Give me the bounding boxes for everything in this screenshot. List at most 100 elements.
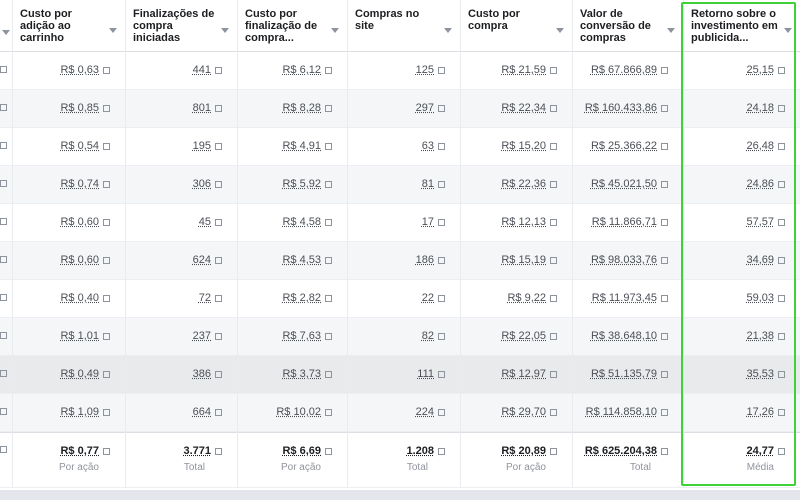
cell-value[interactable]: 72	[198, 292, 211, 304]
breakdown-icon[interactable]	[103, 371, 110, 378]
breakdown-icon[interactable]	[438, 143, 445, 150]
breakdown-icon[interactable]	[215, 409, 222, 416]
breakdown-icon[interactable]	[325, 295, 332, 302]
sort-arrow[interactable]	[2, 30, 10, 35]
breakdown-icon[interactable]	[778, 257, 785, 264]
cell-value[interactable]: R$ 0,54	[60, 140, 99, 152]
cell-value[interactable]: 306	[192, 178, 211, 190]
breakdown-icon[interactable]	[103, 295, 110, 302]
breakdown-icon[interactable]	[550, 448, 557, 455]
cell-value[interactable]: 17,26	[746, 406, 774, 418]
breakdown-icon[interactable]	[661, 105, 668, 112]
cell-value[interactable]: 24,18	[746, 102, 774, 114]
cell-value[interactable]: R$ 3,73	[282, 368, 321, 380]
cell-value[interactable]: R$ 9,22	[507, 292, 546, 304]
sort-arrow[interactable]	[784, 28, 792, 33]
breakdown-icon[interactable]	[103, 181, 110, 188]
breakdown-icon[interactable]	[215, 67, 222, 74]
breakdown-icon[interactable]	[325, 219, 332, 226]
cell-value[interactable]: 664	[192, 406, 211, 418]
cell-value[interactable]: R$ 0,74	[60, 178, 99, 190]
breakdown-icon[interactable]	[661, 181, 668, 188]
breakdown-icon[interactable]	[325, 371, 332, 378]
cell-value[interactable]: R$ 12,13	[501, 216, 546, 228]
breakdown-icon[interactable]	[438, 371, 445, 378]
breakdown-icon[interactable]	[550, 143, 557, 150]
column-header[interactable]: Custo por adição ao carrinho	[20, 8, 72, 44]
cell-value[interactable]: R$ 4,91	[282, 140, 321, 152]
cell-value[interactable]: R$ 22,36	[501, 178, 546, 190]
cell-value[interactable]: R$ 0,63	[60, 64, 99, 76]
breakdown-icon[interactable]	[215, 219, 222, 226]
breakdown-icon[interactable]	[215, 333, 222, 340]
cell-value[interactable]: 21,38	[746, 330, 774, 342]
sort-arrow[interactable]	[556, 28, 564, 33]
cell-value[interactable]: 186	[415, 254, 434, 266]
breakdown-icon[interactable]	[215, 181, 222, 188]
column-header[interactable]: Valor de conversão de compras	[580, 8, 651, 44]
breakdown-icon[interactable]	[661, 371, 668, 378]
cell-value[interactable]: 111	[417, 368, 434, 380]
breakdown-icon[interactable]	[438, 295, 445, 302]
breakdown-icon[interactable]	[550, 409, 557, 416]
cell-value[interactable]: R$ 1,09	[60, 406, 99, 418]
cell-value[interactable]: 297	[415, 102, 434, 114]
column-header[interactable]: Finalizações de compra iniciadas	[133, 8, 215, 44]
cell-value[interactable]: R$ 6,12	[282, 64, 321, 76]
breakdown-icon[interactable]	[550, 257, 557, 264]
breakdown-icon[interactable]	[438, 219, 445, 226]
cell-value[interactable]: R$ 0,40	[60, 292, 99, 304]
cell-value[interactable]: R$ 22,34	[501, 102, 546, 114]
cell-value[interactable]: R$ 15,20	[501, 140, 546, 152]
breakdown-icon[interactable]	[778, 448, 785, 455]
breakdown-icon[interactable]	[438, 181, 445, 188]
cell-value[interactable]: R$ 5,92	[282, 178, 321, 190]
cell-value[interactable]: R$ 114.858,10	[585, 406, 657, 418]
breakdown-icon[interactable]	[778, 219, 785, 226]
breakdown-icon[interactable]	[103, 409, 110, 416]
breakdown-icon[interactable]	[661, 448, 668, 455]
cell-value[interactable]: R$ 67.866,89	[590, 64, 657, 76]
cell-value[interactable]: R$ 29,70	[501, 406, 546, 418]
breakdown-icon[interactable]	[661, 295, 668, 302]
breakdown-icon[interactable]	[550, 295, 557, 302]
cell-value[interactable]: 195	[192, 140, 211, 152]
cell-value[interactable]: 237	[192, 330, 211, 342]
cell-value[interactable]: 57,57	[746, 216, 774, 228]
column-header[interactable]: Custo por finalização de compra...	[245, 8, 318, 44]
sort-arrow[interactable]	[221, 28, 229, 33]
cell-value[interactable]: 24,86	[746, 178, 774, 190]
cell-value[interactable]: 25,15	[746, 64, 774, 76]
breakdown-icon[interactable]	[438, 105, 445, 112]
cell-value[interactable]: R$ 11.973,45	[591, 292, 657, 304]
cell-value[interactable]: 35,53	[746, 368, 774, 380]
column-header[interactable]: Custo por compra	[468, 8, 520, 32]
cell-value[interactable]: 45	[198, 216, 211, 228]
cell-value[interactable]: R$ 4,58	[282, 216, 321, 228]
breakdown-icon[interactable]	[778, 333, 785, 340]
breakdown-icon[interactable]	[661, 143, 668, 150]
breakdown-icon[interactable]	[550, 371, 557, 378]
cell-value[interactable]: 59,03	[746, 292, 774, 304]
breakdown-icon[interactable]	[103, 105, 110, 112]
cell-value[interactable]: 82	[421, 330, 434, 342]
cell-value[interactable]: R$ 38.648,10	[590, 330, 657, 342]
breakdown-icon[interactable]	[215, 295, 222, 302]
cell-value[interactable]: R$ 15,19	[501, 254, 546, 266]
breakdown-icon[interactable]	[438, 333, 445, 340]
breakdown-icon[interactable]	[550, 333, 557, 340]
breakdown-icon[interactable]	[438, 409, 445, 416]
sort-arrow[interactable]	[444, 28, 452, 33]
cell-value[interactable]: R$ 1,01	[60, 330, 99, 342]
breakdown-icon[interactable]	[778, 105, 785, 112]
breakdown-icon[interactable]	[325, 448, 332, 455]
cell-value[interactable]: 125	[415, 64, 434, 76]
breakdown-icon[interactable]	[103, 257, 110, 264]
cell-value[interactable]: R$ 0,85	[60, 102, 99, 114]
breakdown-icon[interactable]	[661, 333, 668, 340]
breakdown-icon[interactable]	[778, 67, 785, 74]
cell-value[interactable]: 81	[421, 178, 434, 190]
sort-arrow[interactable]	[109, 28, 117, 33]
breakdown-icon[interactable]	[325, 67, 332, 74]
breakdown-icon[interactable]	[550, 67, 557, 74]
